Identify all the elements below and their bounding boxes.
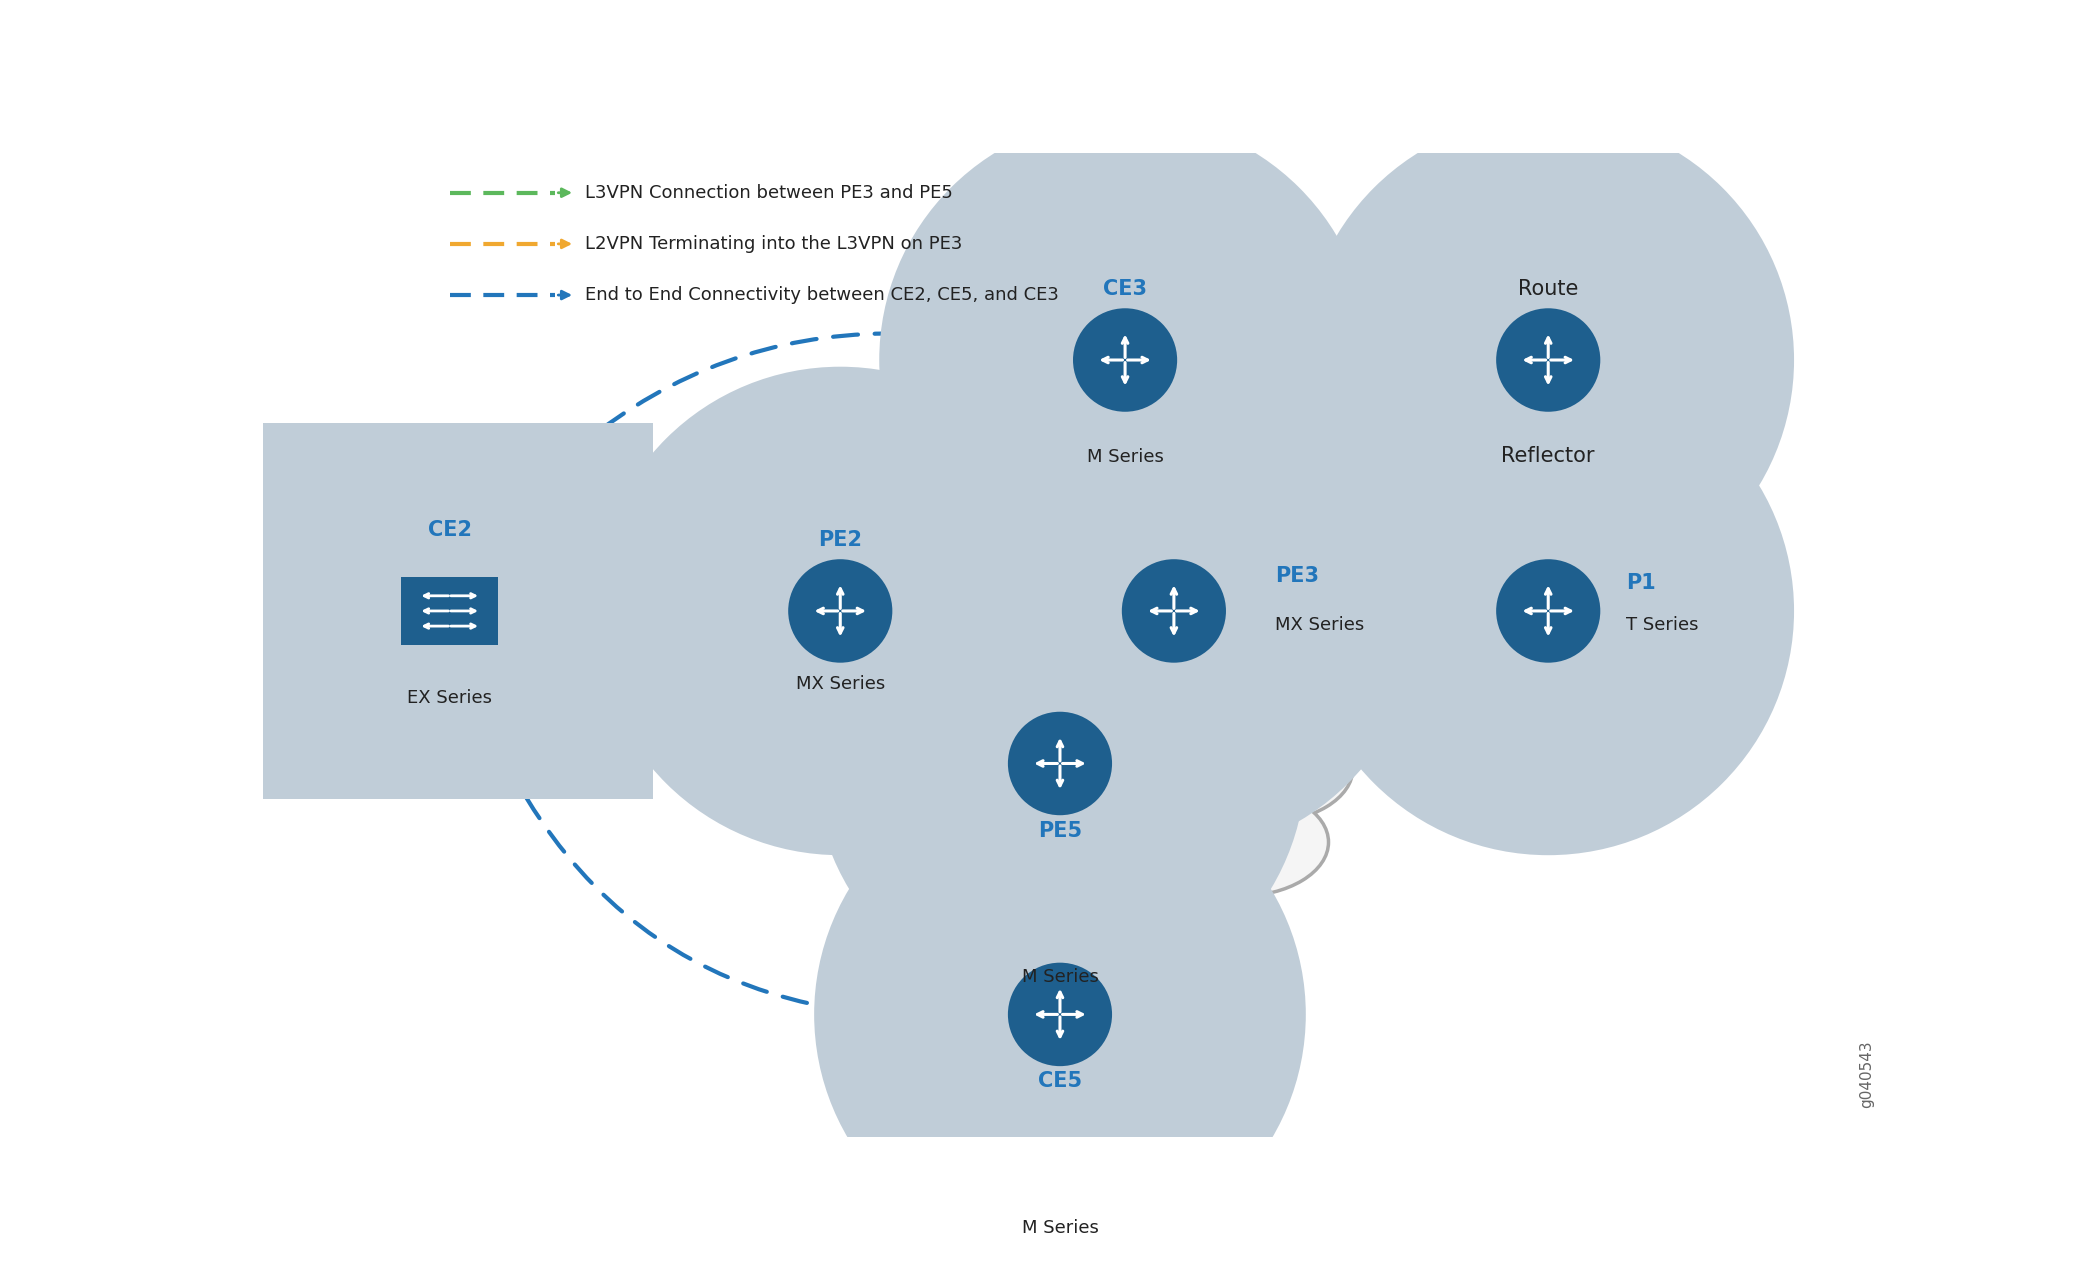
Ellipse shape [1044, 507, 1239, 626]
Ellipse shape [815, 519, 1306, 1008]
Text: Reflector: Reflector [1502, 446, 1596, 466]
Text: MX Series: MX Series [796, 675, 884, 693]
Text: L3VPN Connection between PE3 and PE5: L3VPN Connection between PE3 and PE5 [584, 184, 953, 202]
Text: M Series: M Series [1021, 1219, 1098, 1237]
Ellipse shape [739, 466, 974, 608]
Text: L2VPN Terminating into the L3VPN on PE3: L2VPN Terminating into the L3VPN on PE3 [584, 235, 962, 253]
Ellipse shape [905, 783, 1084, 892]
FancyArrowPatch shape [458, 645, 1000, 1021]
Ellipse shape [897, 725, 1109, 852]
FancyBboxPatch shape [401, 576, 498, 645]
Text: EX Series: EX Series [407, 689, 491, 708]
Ellipse shape [970, 473, 1182, 601]
Ellipse shape [1302, 116, 1793, 604]
Ellipse shape [1121, 560, 1226, 663]
Text: P1: P1 [1625, 574, 1657, 593]
Text: CE3: CE3 [1102, 279, 1147, 299]
Ellipse shape [1008, 962, 1113, 1066]
Ellipse shape [727, 518, 1100, 685]
FancyBboxPatch shape [246, 423, 653, 800]
Ellipse shape [1008, 712, 1113, 815]
Text: M Series: M Series [1086, 449, 1163, 466]
Ellipse shape [840, 443, 1084, 592]
Ellipse shape [672, 598, 861, 712]
Ellipse shape [1073, 308, 1178, 412]
Text: CE2: CE2 [428, 520, 472, 541]
Ellipse shape [1302, 367, 1793, 855]
Text: LAYER 3
VPN: LAYER 3 VPN [1224, 776, 1319, 820]
Text: CE5: CE5 [1037, 1071, 1082, 1091]
FancyArrowPatch shape [1035, 645, 1144, 722]
Ellipse shape [1065, 668, 1266, 790]
Ellipse shape [928, 367, 1420, 855]
Ellipse shape [995, 803, 1191, 921]
FancyArrowPatch shape [1088, 653, 1199, 728]
Ellipse shape [788, 560, 892, 663]
Ellipse shape [1495, 560, 1600, 663]
Ellipse shape [995, 704, 1304, 872]
Text: M Series: M Series [1021, 969, 1098, 987]
Text: PE3: PE3 [1275, 566, 1319, 587]
FancyArrowPatch shape [460, 334, 1067, 578]
Text: PE5: PE5 [1037, 820, 1082, 841]
Ellipse shape [930, 670, 1126, 789]
Ellipse shape [815, 771, 1306, 1259]
Text: LAYER 2
VPN: LAYER 2 VPN [842, 481, 937, 525]
Ellipse shape [594, 367, 1086, 855]
Text: g040543: g040543 [1858, 1040, 1873, 1108]
FancyArrowPatch shape [899, 566, 1111, 610]
Ellipse shape [1149, 789, 1329, 896]
Text: PE2: PE2 [819, 530, 863, 550]
Text: Route: Route [1518, 279, 1579, 299]
Text: End to End Connectivity between CE2, CE5, and CE3: End to End Connectivity between CE2, CE5… [584, 286, 1058, 304]
Text: T Series: T Series [1625, 616, 1699, 634]
Ellipse shape [657, 505, 878, 639]
Ellipse shape [880, 116, 1371, 604]
Ellipse shape [1174, 714, 1352, 823]
Text: MX Series: MX Series [1275, 616, 1365, 634]
Ellipse shape [1495, 308, 1600, 412]
Ellipse shape [987, 596, 1182, 714]
